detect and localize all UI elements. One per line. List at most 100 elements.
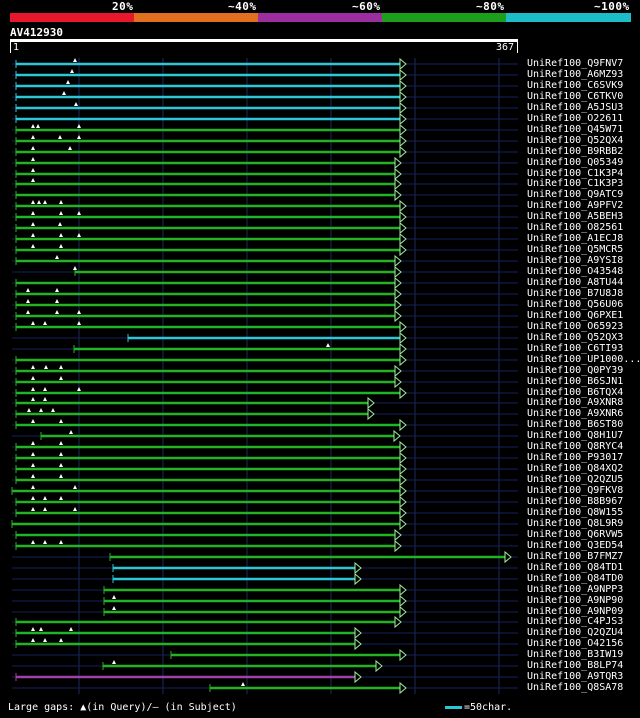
query-gap-marker xyxy=(43,496,47,500)
hit-label[interactable]: UniRef100_A5JSU3 xyxy=(527,102,624,113)
query-gap-marker xyxy=(59,376,63,380)
query-gap-marker xyxy=(31,365,35,369)
hit-end-arrow xyxy=(394,188,402,202)
hit-label[interactable]: UniRef100_C4PJS3 xyxy=(527,616,624,627)
hit-label[interactable]: UniRef100_O82561 xyxy=(527,222,624,233)
query-gap-marker xyxy=(31,200,35,204)
hit-label[interactable]: UniRef100_Q8L9R9 xyxy=(527,518,624,529)
hit-label[interactable]: UniRef100_A9NP90 xyxy=(527,595,624,606)
query-gap-marker xyxy=(73,58,77,62)
hit-end-arrow xyxy=(399,440,407,454)
hit-label[interactable]: UniRef100_C1K3P3 xyxy=(527,178,624,189)
query-gap-marker xyxy=(55,288,59,292)
hit-label[interactable]: UniRef100_A9PFV2 xyxy=(527,200,624,211)
hit-end-arrow xyxy=(367,407,375,421)
hit-label[interactable]: UniRef100_Q8RYC4 xyxy=(527,441,624,452)
query-gap-marker xyxy=(58,222,62,226)
hit-end-arrow xyxy=(394,254,402,268)
hit-label[interactable]: UniRef100_Q6PXE1 xyxy=(527,310,624,321)
query-gap-marker xyxy=(59,452,63,456)
hit-label[interactable]: UniRef100_Q8H1U7 xyxy=(527,430,624,441)
hit-label[interactable]: UniRef100_Q9ATC9 xyxy=(527,189,624,200)
legend-label-80: ~80% xyxy=(476,0,505,13)
hit-label[interactable]: UniRef100_Q45W71 xyxy=(527,124,624,135)
hit-label[interactable]: UniRef100_B8B967 xyxy=(527,496,624,507)
hit-label[interactable]: UniRef100_A9YSI8 xyxy=(527,255,624,266)
hit-end-arrow xyxy=(394,364,402,378)
hit-label[interactable]: UniRef100_Q5MCR5 xyxy=(527,244,624,255)
query-gap-marker xyxy=(59,233,63,237)
hit-label[interactable]: UniRef100_Q9FKV8 xyxy=(527,485,624,496)
hit-label[interactable]: UniRef100_P93017 xyxy=(527,452,624,463)
legend-label-100: ~100% xyxy=(594,0,630,13)
hit-end-arrow xyxy=(399,90,407,104)
query-gap-marker xyxy=(26,310,30,314)
hit-label[interactable]: UniRef100_O22611 xyxy=(527,113,624,124)
query-gap-marker xyxy=(59,419,63,423)
query-gap-marker xyxy=(73,507,77,511)
query-gap-marker xyxy=(31,135,35,139)
hit-label[interactable]: UniRef100_A9XNR8 xyxy=(527,397,624,408)
query-gap-marker xyxy=(241,682,245,686)
hit-label[interactable]: UniRef100_Q84TD1 xyxy=(527,562,624,573)
hit-label[interactable]: UniRef100_C6TI93 xyxy=(527,343,624,354)
hit-label[interactable]: UniRef100_Q52QX4 xyxy=(527,135,624,146)
hit-end-arrow xyxy=(393,429,401,443)
hit-label[interactable]: UniRef100_Q9FNV7 xyxy=(527,58,624,69)
hit-end-arrow xyxy=(399,681,407,695)
query-gap-marker xyxy=(43,638,47,642)
hit-label[interactable]: UniRef100_B6ST80 xyxy=(527,419,624,430)
hit-label[interactable]: UniRef100_B6SJN1 xyxy=(527,376,624,387)
hit-label[interactable]: UniRef100_A9NP09 xyxy=(527,606,624,617)
hit-label[interactable]: UniRef100_Q8W155 xyxy=(527,507,624,518)
hit-label[interactable]: UniRef100_A5BEH3 xyxy=(527,211,624,222)
hit-label[interactable]: UniRef100_A6MZ93 xyxy=(527,69,624,80)
hit-label[interactable]: UniRef100_Q2QZU5 xyxy=(527,474,624,485)
query-gap-marker xyxy=(43,387,47,391)
hit-end-arrow xyxy=(394,276,402,290)
hit-label[interactable]: UniRef100_B6TQX4 xyxy=(527,387,624,398)
hit-end-arrow xyxy=(399,386,407,400)
hit-label[interactable]: UniRef100_Q84XQ2 xyxy=(527,463,624,474)
query-gap-marker xyxy=(59,638,63,642)
hit-label[interactable]: UniRef100_A9TQR3 xyxy=(527,671,624,682)
hit-end-arrow xyxy=(399,506,407,520)
hit-label[interactable]: UniRef100_Q3ED54 xyxy=(527,540,624,551)
hit-label[interactable]: UniRef100_O42156 xyxy=(527,638,624,649)
legend-bar-20 xyxy=(10,13,134,22)
hit-label[interactable]: UniRef100_Q2QZU4 xyxy=(527,627,624,638)
query-gap-marker xyxy=(43,321,47,325)
hit-label[interactable]: UniRef100_Q0PY39 xyxy=(527,365,624,376)
hit-end-arrow xyxy=(394,615,402,629)
hit-label[interactable]: UniRef100_UP1000... xyxy=(527,354,640,365)
hit-label[interactable]: UniRef100_Q05349 xyxy=(527,157,624,168)
hit-label[interactable]: UniRef100_Q6RVW5 xyxy=(527,529,624,540)
query-gap-marker xyxy=(77,135,81,139)
hit-label[interactable]: UniRef100_A9NPP3 xyxy=(527,584,624,595)
hit-label[interactable]: UniRef100_A1ECJ8 xyxy=(527,233,624,244)
hit-label[interactable]: UniRef100_B7FMZ7 xyxy=(527,551,624,562)
hit-label[interactable]: UniRef100_Q56U06 xyxy=(527,299,624,310)
hit-label[interactable]: UniRef100_A9XNR6 xyxy=(527,408,624,419)
hit-label[interactable]: UniRef100_B3IW19 xyxy=(527,649,624,660)
query-gap-marker xyxy=(44,365,48,369)
hit-label[interactable]: UniRef100_Q8SA78 xyxy=(527,682,624,693)
hit-label[interactable]: UniRef100_B9RBB2 xyxy=(527,146,624,157)
hit-label[interactable]: UniRef100_Q52QX3 xyxy=(527,332,624,343)
hit-end-arrow xyxy=(399,134,407,148)
query-gap-marker xyxy=(59,244,63,248)
query-gap-marker xyxy=(69,430,73,434)
hit-label[interactable]: UniRef100_O65923 xyxy=(527,321,624,332)
hit-label[interactable]: UniRef100_B7U8J8 xyxy=(527,288,624,299)
hit-end-arrow xyxy=(399,123,407,137)
hit-label[interactable]: UniRef100_C6SVK9 xyxy=(527,80,624,91)
query-gap-marker xyxy=(59,200,63,204)
query-gap-marker xyxy=(43,200,47,204)
hit-label[interactable]: UniRef100_C1K3P4 xyxy=(527,168,624,179)
hit-label[interactable]: UniRef100_C6TKV0 xyxy=(527,91,624,102)
query-gap-marker xyxy=(26,299,30,303)
hit-label[interactable]: UniRef100_B8LP74 xyxy=(527,660,624,671)
hit-label[interactable]: UniRef100_O43548 xyxy=(527,266,624,277)
hit-label[interactable]: UniRef100_A8TU44 xyxy=(527,277,624,288)
hit-label[interactable]: UniRef100_Q84TD0 xyxy=(527,573,624,584)
